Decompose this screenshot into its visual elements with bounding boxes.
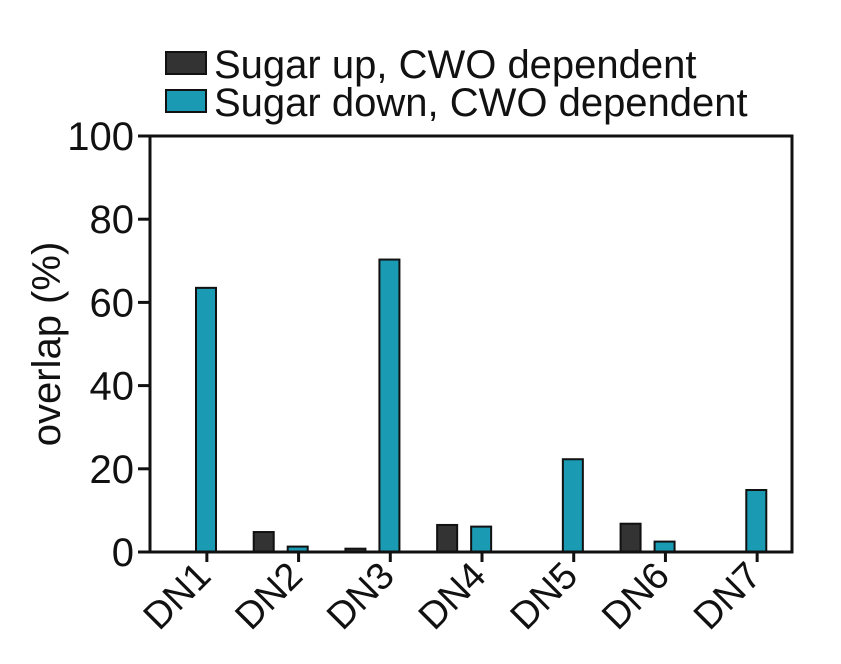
bar-dn2-series-1	[252, 531, 275, 553]
x-tick-label: DN4	[411, 555, 494, 638]
legend-swatch-sugar-up	[165, 51, 207, 75]
x-tick-label: DN7	[686, 555, 769, 638]
bar-dn7-series-2	[745, 489, 768, 553]
legend-label-sugar-up: Sugar up, CWO dependent	[214, 43, 697, 87]
y-tick-label: 20	[90, 448, 135, 492]
legend-label-sugar-down: Sugar down, CWO dependent	[214, 81, 748, 125]
x-tick-label: DN6	[594, 555, 677, 638]
x-axis-labels: DN1 DN2 DN3 DN4 DN5 DN6 DN7	[136, 552, 770, 638]
y-tick-label: 100	[67, 115, 134, 159]
y-tick-label: 80	[90, 198, 135, 242]
legend-swatch-sugar-down	[165, 89, 207, 113]
y-tick-label: 60	[90, 281, 135, 325]
bar-dn6-series-1	[619, 522, 642, 553]
x-tick-label: DN5	[503, 555, 586, 638]
y-axis-label: overlap (%)	[25, 242, 69, 447]
bar-dn6-series-2	[653, 540, 676, 553]
x-tick-label: DN3	[319, 555, 402, 638]
bar-dn4-series-2	[470, 525, 493, 554]
bar-dn1-series-2	[195, 286, 217, 553]
bar-dn5-series-2	[561, 458, 584, 553]
bars	[195, 258, 768, 554]
y-tick-label: 40	[90, 365, 135, 409]
y-tick-label: 0	[112, 531, 134, 575]
bar-dn3-series-2	[378, 258, 401, 553]
x-tick-label: DN2	[227, 555, 310, 638]
plot-frame	[148, 134, 794, 554]
y-axis-ticks: 0 20 40 60 80 100	[67, 115, 150, 575]
x-tick-label: DN1	[136, 555, 219, 638]
bar-dn4-series-1	[436, 523, 459, 554]
legend: Sugar up, CWO dependent Sugar down, CWO …	[165, 43, 748, 125]
